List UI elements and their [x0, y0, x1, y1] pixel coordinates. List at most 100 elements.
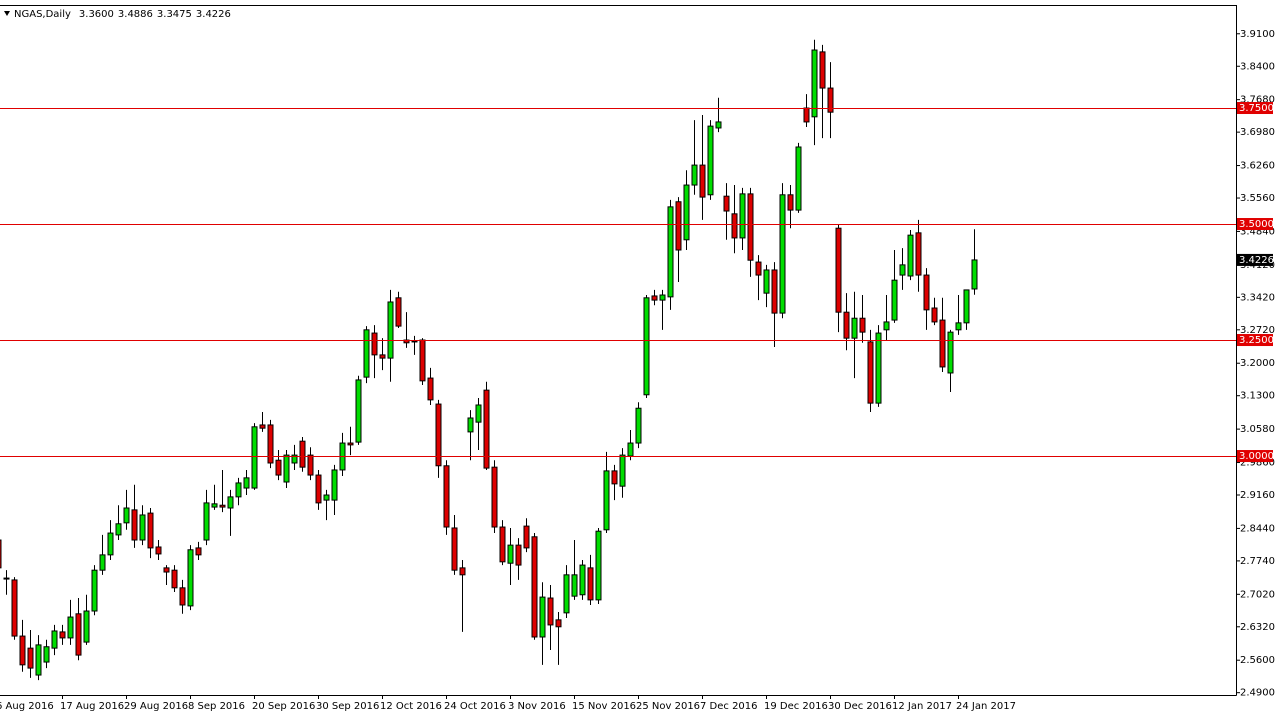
- candle-body: [571, 574, 578, 597]
- current-price-box: [1237, 253, 1273, 266]
- candle-body: [531, 536, 538, 638]
- x-tick-label: 6 Aug 2016: [0, 701, 54, 712]
- candle-body: [643, 297, 650, 396]
- y-tick-label: 2.7740: [1240, 556, 1275, 567]
- candle-body: [835, 227, 842, 313]
- y-tick-label: 2.7020: [1240, 589, 1275, 600]
- candle-body: [595, 530, 602, 601]
- candle-body: [347, 442, 354, 446]
- chart-title: NGAS,Daily: [14, 9, 71, 20]
- candle-body: [299, 440, 306, 468]
- level-label-box: [1237, 450, 1273, 463]
- candle-body: [467, 417, 474, 433]
- candle-body: [755, 261, 762, 276]
- candle-body: [179, 587, 186, 606]
- candle-body: [635, 407, 642, 444]
- candle-body: [971, 259, 978, 290]
- ohlc-value: 3.4226: [196, 9, 231, 20]
- candle-body: [515, 544, 522, 566]
- candle-body: [675, 201, 682, 251]
- y-tick-label: 3.6980: [1240, 127, 1275, 138]
- y-tick-label: 3.1300: [1240, 391, 1275, 402]
- candle-body: [899, 264, 906, 276]
- candle-body: [131, 509, 138, 541]
- candle-body: [147, 512, 154, 549]
- candle-body: [499, 526, 506, 563]
- x-tick-label: 29 Aug 2016: [124, 701, 188, 712]
- candle-body: [387, 301, 394, 359]
- candle-body: [699, 164, 706, 198]
- candle-body: [627, 442, 634, 457]
- candle-body: [315, 474, 322, 504]
- x-tick-label: 24 Jan 2017: [956, 701, 1016, 712]
- candle-body: [139, 514, 146, 541]
- candle-body: [771, 269, 778, 314]
- y-tick-label: 3.5560: [1240, 193, 1275, 204]
- y-tick-label: 2.9860: [1240, 458, 1275, 469]
- level-label: 3.2500: [1239, 335, 1274, 346]
- candle-body: [731, 213, 738, 239]
- candle-body: [451, 527, 458, 571]
- y-tick-label: 3.6260: [1240, 161, 1275, 172]
- candle-body: [723, 195, 730, 212]
- x-tick-label: 19 Dec 2016: [764, 701, 828, 712]
- y-tick-label: 3.2720: [1240, 325, 1275, 336]
- candle-body: [603, 470, 610, 531]
- x-tick-label: 12 Oct 2016: [380, 701, 442, 712]
- candle-body: [91, 569, 98, 612]
- candle-body: [59, 631, 66, 639]
- candle-body: [355, 379, 362, 443]
- candle-body: [379, 354, 386, 359]
- x-tick-label: 20 Sep 2016: [252, 701, 315, 712]
- candle-body: [931, 307, 938, 323]
- candle-body: [507, 544, 514, 564]
- candle-body: [939, 319, 946, 368]
- candle-body: [891, 279, 898, 321]
- x-tick-label: 17 Aug 2016: [60, 701, 124, 712]
- candle-body: [435, 403, 442, 467]
- y-tick-label: 2.5600: [1240, 655, 1275, 666]
- candle-body: [187, 549, 194, 607]
- candle-body: [419, 339, 426, 382]
- candle-body: [75, 613, 82, 656]
- y-tick-label: 3.0580: [1240, 424, 1275, 435]
- candle-body: [867, 341, 874, 404]
- candle-body: [539, 596, 546, 638]
- candle-body: [115, 523, 122, 536]
- candle-body: [155, 546, 162, 555]
- x-tick-label: 8 Sep 2016: [188, 701, 245, 712]
- x-tick-label: 15 Nov 2016: [572, 701, 636, 712]
- candle-body: [43, 646, 50, 663]
- candle-body: [35, 644, 42, 676]
- menu-arrow[interactable]: [4, 11, 10, 16]
- candle-body: [915, 232, 922, 276]
- candle-body: [555, 619, 562, 628]
- candle-body: [99, 554, 106, 571]
- candle-body: [235, 482, 242, 498]
- ohlc-value: 3.3475: [157, 9, 192, 20]
- level-label: 3.5000: [1239, 219, 1274, 230]
- candle-body: [0, 539, 2, 569]
- candle-body: [859, 317, 866, 333]
- candle-body: [843, 311, 850, 339]
- current-price-label: 3.4226: [1239, 255, 1274, 266]
- candle-body: [795, 146, 802, 211]
- candle-body: [395, 297, 402, 327]
- y-tick-label: 3.8400: [1240, 61, 1275, 72]
- candle-body: [307, 454, 314, 476]
- candle-body: [875, 332, 882, 404]
- candle-body: [907, 234, 914, 277]
- candle-body: [243, 477, 250, 489]
- candle-body: [851, 317, 858, 339]
- candle-body: [475, 404, 482, 423]
- candle-body: [707, 125, 714, 196]
- candle-body: [107, 532, 114, 556]
- candle-body: [459, 567, 466, 576]
- x-tick-label: 30 Sep 2016: [316, 701, 379, 712]
- candle-body: [587, 567, 594, 601]
- candle-body: [227, 496, 234, 509]
- candle-body: [547, 597, 554, 626]
- candle-body: [291, 454, 298, 464]
